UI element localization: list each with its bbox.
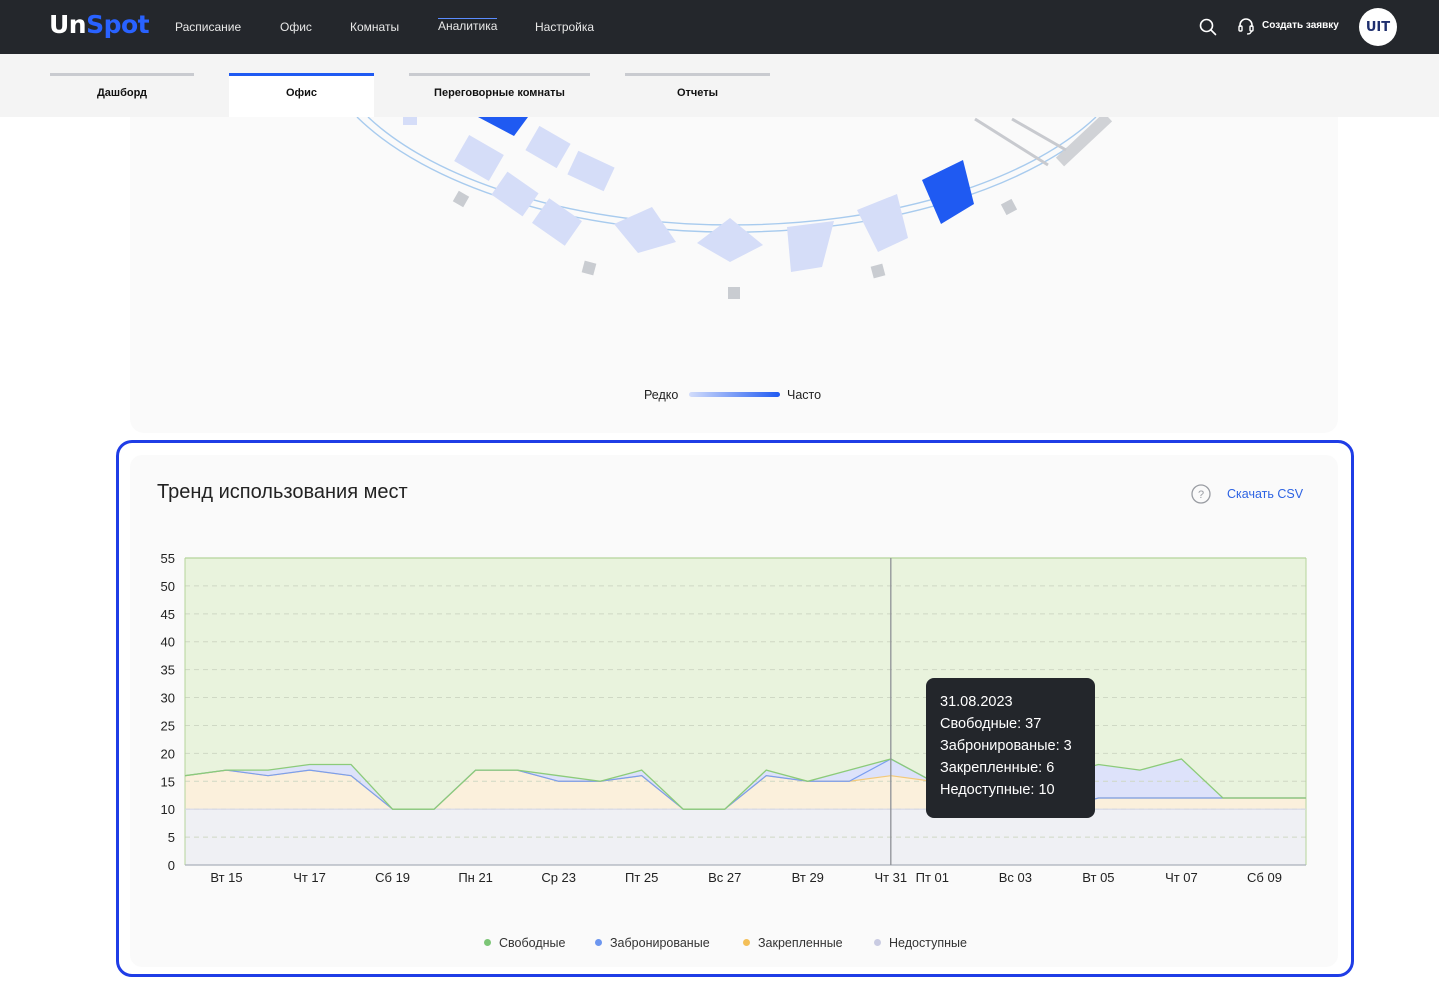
office-floor-map [356,117,1113,299]
tooltip-unavailable: Недоступные: 10 [940,782,1055,798]
nav-item-rooms[interactable]: Комнаты [350,20,400,34]
tab-dashboard[interactable]: Дашборд [50,73,194,117]
legend-dot-booked [595,939,602,946]
heatmap-gradient-scale [689,392,780,397]
help-icon[interactable]: ? [1191,484,1211,504]
create-request-button[interactable]: Создать заявку [1262,20,1339,31]
download-csv-link[interactable]: Скачать CSV [1227,487,1304,501]
headset-icon[interactable] [1237,17,1255,35]
avatar[interactable]: UIT [1359,8,1397,46]
top-navigation-bar: UnSpot Расписание Офис Комнаты Аналитика… [0,0,1439,54]
svg-text:?: ? [1198,489,1204,501]
trend-chart-title: Тренд использования мест [157,481,408,503]
legend-item-fixed[interactable]: Закрепленные [743,936,843,950]
heatmap-legend-low: Редко [644,388,679,402]
nav-item-settings[interactable]: Настройка [535,20,595,34]
tooltip-booked: Забронированые: 3 [940,738,1072,754]
heatmap-legend-high: Часто [787,388,822,402]
tooltip-free: Свободные: 37 [940,716,1042,732]
tab-office[interactable]: Офис [229,73,374,117]
search-icon[interactable] [1199,18,1217,36]
tab-reports[interactable]: Отчеты [625,73,770,117]
legend-item-free[interactable]: Свободные [484,936,565,950]
nav-item-analytics[interactable]: Аналитика [438,18,498,33]
trend-chart-card [130,455,1338,967]
tooltip-date: 31.08.2023 [940,694,1013,710]
legend-dot-free [484,939,491,946]
chart-tooltip: 31.08.2023 Свободные: 37 Забронированые:… [926,678,1095,818]
legend-item-booked[interactable]: Забронированые [595,936,710,950]
analytics-tabs-bar: Дашборд Офис Переговорные комнаты Отчеты [0,54,1439,117]
unspot-logo[interactable]: UnSpot [49,10,150,39]
nav-item-schedule[interactable]: Расписание [175,20,242,34]
tab-meeting-rooms[interactable]: Переговорные комнаты [409,73,590,117]
nav-item-office[interactable]: Офис [280,20,312,34]
legend-dot-unavailable [874,939,881,946]
legend-item-unavailable[interactable]: Недоступные [874,936,967,950]
tooltip-fixed: Закрепленные: 6 [940,760,1055,776]
legend-dot-fixed [743,939,750,946]
office-heatmap-card [130,117,1338,433]
